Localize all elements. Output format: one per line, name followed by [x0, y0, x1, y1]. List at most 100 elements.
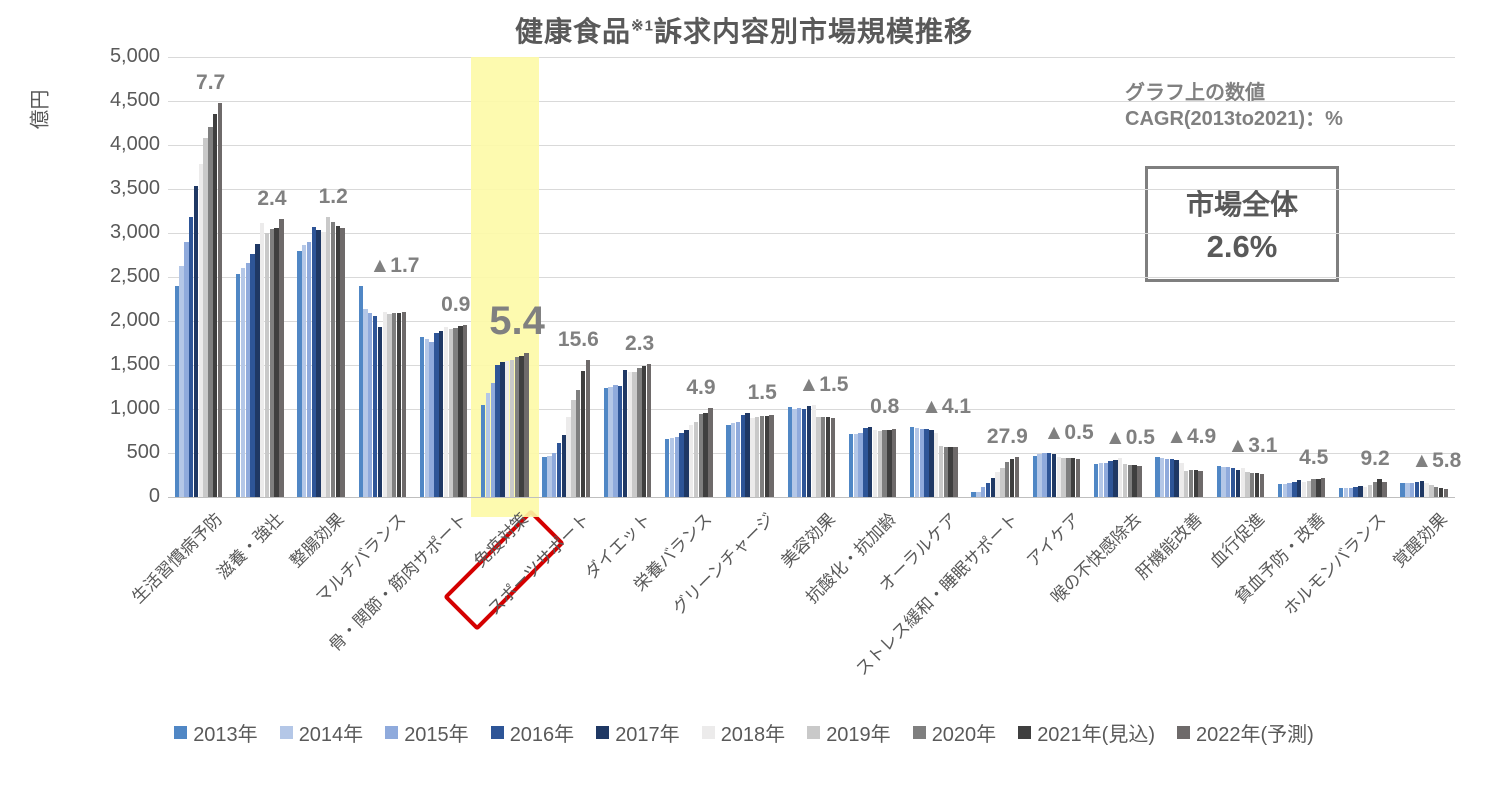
y-tick-1500: 1,500 — [109, 353, 160, 375]
bar-2018年-美容効果 — [811, 404, 816, 497]
bar-2018年-喉の不快感除去 — [1117, 458, 1123, 497]
bar-2018年-スポーツサポート — [566, 416, 571, 497]
legend-swatch — [174, 726, 188, 739]
y-tick-1000: 1,000 — [109, 397, 160, 419]
bar-2021年(見込)-マルチバランス — [396, 313, 402, 497]
bar-2020年-抗酸化・抗加齢 — [882, 430, 887, 497]
bar-2022年(予測)-滋養・強壮 — [279, 218, 284, 497]
bar-2021年(見込)-血行促進 — [1254, 472, 1260, 497]
bar-2019年-血行促進 — [1245, 471, 1250, 497]
bar-2020年-グリーンチャージ — [759, 416, 765, 497]
legend-item-2014年: 2014年 — [279, 718, 364, 747]
bar-2013年-肝機能改善 — [1155, 456, 1160, 497]
bar-2017年-血行促進 — [1235, 469, 1241, 497]
legend-label: 2013年 — [193, 724, 258, 746]
bar-2019年-抗酸化・抗加齢 — [877, 430, 882, 497]
bar-2014年-整腸効果 — [302, 245, 307, 497]
bar-2017年-喉の不快感除去 — [1113, 460, 1118, 497]
cagr-label-覚醒効果: ▲5.8 — [1411, 448, 1462, 472]
bar-2015年-貧血予防・改善 — [1287, 482, 1292, 497]
bar-2022年(予測)-栄養バランス — [708, 408, 713, 497]
bar-2020年-免疫対策 — [514, 357, 520, 497]
bar-2022年(予測)-ダイエット — [646, 364, 652, 497]
bar-2018年-滋養・強壮 — [259, 223, 265, 497]
bar-2014年-ストレス緩和・睡眠サポート — [976, 491, 981, 497]
cagr-label-貧血予防・改善: 4.5 — [1299, 445, 1329, 469]
bar-2020年-生活習慣病予防 — [208, 127, 213, 497]
bar-2017年-滋養・強壮 — [255, 243, 260, 497]
bar-2018年-マルチバランス — [382, 312, 387, 497]
y-tick-4000: 4,000 — [109, 133, 160, 155]
bar-2013年-栄養バランス — [664, 439, 670, 497]
bar-2015年-喉の不快感除去 — [1103, 462, 1108, 497]
bar-2017年-美容効果 — [806, 405, 812, 497]
bar-2019年-アイケア — [1061, 457, 1066, 497]
legend-swatch — [912, 726, 926, 739]
bar-2013年-美容効果 — [787, 407, 792, 497]
bar-2022年(予測)-血行促進 — [1259, 473, 1265, 497]
legend-label: 2014年 — [298, 724, 364, 746]
legend-swatch — [701, 726, 715, 739]
bar-2021年(見込)-免疫対策 — [519, 356, 524, 497]
y-tick-500: 500 — [126, 441, 160, 463]
cagr-label-骨・関節・筋肉サポート: 0.9 — [441, 292, 471, 316]
bar-2014年-グリーンチャージ — [731, 423, 736, 497]
gridline-3000 — [168, 233, 1455, 234]
bar-2020年-スポーツサポート — [575, 389, 581, 497]
bar-2018年-オーラルケア — [934, 432, 939, 497]
bar-2022年(予測)-免疫対策 — [524, 352, 529, 497]
bar-2017年-抗酸化・抗加齢 — [867, 427, 873, 497]
cagr-note-line1: グラフ上の数値 — [1125, 82, 1265, 104]
bar-2017年-ストレス緩和・睡眠サポート — [990, 478, 995, 497]
chart-title-main: 健康食品 — [515, 16, 632, 47]
bar-2017年-栄養バランス — [684, 430, 689, 497]
legend-item-2013年: 2013年 — [174, 718, 258, 747]
bar-2013年-アイケア — [1032, 456, 1038, 497]
bar-2021年(見込)-ホルモンバランス — [1377, 479, 1382, 497]
bar-2013年-整腸効果 — [297, 250, 302, 497]
bar-2016年-整腸効果 — [311, 226, 316, 497]
bar-2022年(予測)-オーラルケア — [953, 447, 958, 497]
y-tick-2000: 2,000 — [109, 309, 160, 331]
chart-title-rest: 訴求内容別市場規模推移 — [653, 16, 973, 47]
cagr-label-ストレス緩和・睡眠サポート: 27.9 — [986, 424, 1028, 448]
bar-2014年-抗酸化・抗加齢 — [853, 433, 858, 497]
x-axis-line — [168, 497, 1455, 498]
bar-2013年-生活習慣病予防 — [174, 285, 180, 497]
bar-2019年-栄養バランス — [693, 421, 699, 497]
y-tick-5000: 5,000 — [109, 45, 160, 67]
legend-swatch — [807, 726, 821, 739]
bar-2016年-ダイエット — [618, 386, 623, 497]
gridline-2000 — [168, 321, 1455, 322]
bar-2021年(見込)-滋養・強壮 — [274, 227, 279, 497]
cagr-label-整腸効果: 1.2 — [318, 185, 348, 209]
bar-2016年-喉の不快感除去 — [1108, 460, 1113, 497]
legend-swatch — [490, 726, 504, 739]
legend-item-2018年: 2018年 — [701, 718, 785, 747]
bar-2013年-抗酸化・抗加齢 — [848, 434, 854, 497]
bar-2019年-マルチバランス — [387, 313, 392, 497]
bar-2015年-スポーツサポート — [551, 453, 557, 497]
gridline-2500 — [168, 277, 1455, 278]
legend-swatch — [1177, 726, 1190, 739]
bar-2022年(予測)-整腸効果 — [340, 227, 345, 497]
bar-2014年-美容効果 — [792, 409, 797, 497]
bar-2020年-整腸効果 — [330, 222, 336, 497]
bar-2017年-貧血予防・改善 — [1296, 480, 1302, 497]
bar-2014年-滋養・強壮 — [240, 268, 246, 497]
y-tick-4500: 4,500 — [109, 89, 160, 111]
bar-2020年-滋養・強壮 — [269, 229, 274, 497]
bar-2016年-美容効果 — [801, 409, 807, 497]
bar-2018年-血行促進 — [1240, 467, 1245, 497]
bar-2016年-グリーンチャージ — [740, 415, 745, 497]
bar-2017年-骨・関節・筋肉サポート — [438, 330, 444, 497]
bar-2022年(予測)-骨・関節・筋肉サポート — [462, 324, 468, 497]
legend: 2013年 2014年 2015年 2016年 2017年 2018年 2019年 2020年… — [0, 718, 1488, 747]
bar-2020年-ダイエット — [637, 368, 642, 497]
bar-2020年-覚醒効果 — [1433, 486, 1439, 497]
legend-swatch — [385, 726, 399, 739]
bar-2019年-ホルモンバランス — [1367, 484, 1373, 497]
bar-2016年-スポーツサポート — [556, 443, 562, 497]
bar-2018年-骨・関節・筋肉サポート — [443, 326, 449, 497]
